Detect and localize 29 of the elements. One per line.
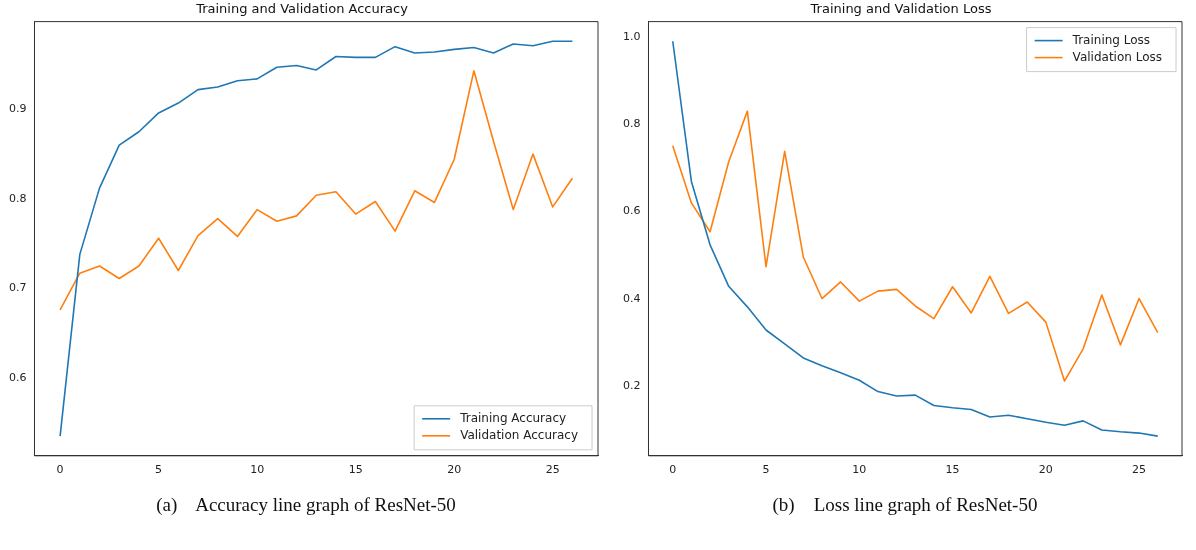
x-tick-label: 15 (945, 463, 960, 477)
x-tick-label: 5 (155, 463, 163, 477)
x-tick-label: 0 (56, 463, 64, 477)
y-tick-label: 0.8 (622, 117, 641, 131)
x-tick-label: 5 (762, 463, 770, 477)
y-tick-label: 1.0 (622, 29, 641, 43)
legend-label: Training Accuracy (459, 410, 567, 425)
text: (a) Accuracy line graph of ResNet-50 (156, 494, 456, 516)
y-tick-label: 0.7 (8, 281, 27, 295)
x-tick-label: 15 (348, 463, 363, 477)
x-tick-label: 25 (1132, 463, 1147, 477)
x-tick-label: 25 (545, 463, 560, 477)
y-tick-label: 0.9 (8, 102, 27, 116)
x-tick-label: 20 (447, 463, 462, 477)
legend-label: Validation Loss (1072, 49, 1162, 64)
y-tick-label: 0.6 (8, 370, 27, 384)
x-tick-label: 10 (250, 463, 265, 477)
x-tick-label: 0 (669, 463, 677, 477)
text: (b) Loss line graph of ResNet-50 (772, 494, 1038, 516)
y-tick-label: 0.2 (622, 379, 641, 393)
y-tick-label: 0.8 (8, 191, 27, 205)
x-tick-label: 20 (1038, 463, 1053, 477)
chart-title: Training and Validation Accuracy (195, 1, 409, 17)
legend-label: Training Loss (1071, 32, 1151, 47)
x-tick-label: 10 (852, 463, 867, 477)
legend-label: Validation Accuracy (460, 427, 578, 442)
chart-title: Training and Validation Loss (809, 1, 992, 17)
y-tick-label: 0.4 (622, 291, 641, 305)
y-tick-label: 0.6 (622, 204, 641, 218)
